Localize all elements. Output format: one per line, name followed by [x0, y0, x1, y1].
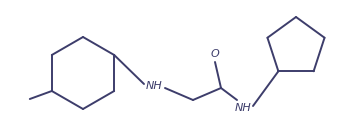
Text: O: O: [211, 49, 219, 59]
Text: NH: NH: [235, 103, 251, 113]
Text: NH: NH: [146, 81, 162, 91]
